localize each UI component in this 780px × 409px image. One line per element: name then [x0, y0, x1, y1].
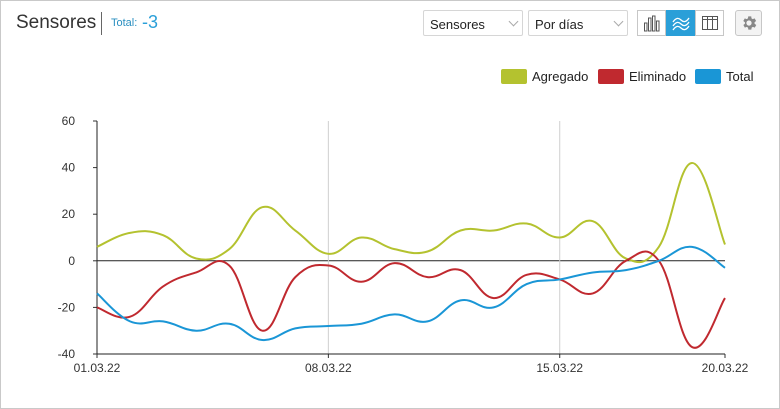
legend-item-total[interactable]: Total: [695, 68, 753, 84]
total-label: Total:: [111, 17, 138, 29]
y-tick-label: 60: [62, 114, 76, 128]
widget-title: Sensores: [16, 12, 97, 33]
table-icon: [701, 16, 718, 30]
legend-swatch: [695, 68, 721, 84]
x-axis: 01.03.22 08.03.22 15.03.22 20.03.22: [74, 353, 749, 375]
period-select[interactable]: Por días: [528, 10, 628, 36]
bar-chart-icon: [643, 15, 659, 32]
x-tick-label: 01.03.22: [74, 361, 121, 375]
legend-swatch: [501, 68, 527, 84]
metric-select-value: Sensores: [430, 17, 485, 32]
y-tick-label: -40: [58, 347, 76, 361]
x-tick-label: 20.03.22: [702, 361, 749, 375]
table-view-button[interactable]: [695, 10, 724, 36]
bar-chart-view-button[interactable]: [637, 10, 666, 36]
legend-label: Agregado: [532, 68, 589, 84]
legend-swatch: [598, 68, 624, 84]
x-tick-label: 15.03.22: [536, 361, 583, 375]
legend-label: Eliminado: [629, 68, 687, 84]
x-tick-label: 08.03.22: [305, 361, 352, 375]
series-line-eliminado[interactable]: [96, 250, 726, 349]
settings-button[interactable]: [735, 10, 762, 36]
y-tick-label: 20: [62, 207, 76, 221]
metric-select[interactable]: Sensores: [423, 10, 523, 36]
legend-item-agregado[interactable]: Agregado: [501, 68, 588, 84]
y-axis: 60 40 20 0 -20 -40: [58, 114, 98, 361]
title-separator: [101, 12, 102, 35]
line-chart-icon: [671, 17, 690, 31]
series-line-total[interactable]: [96, 245, 726, 342]
y-tick-label: 40: [62, 161, 76, 175]
legend-item-eliminado[interactable]: Eliminado: [598, 68, 686, 84]
legend-label: Total: [726, 68, 754, 84]
period-select-value: Por días: [535, 17, 584, 32]
series-line-agregado[interactable]: [96, 161, 726, 264]
line-chart-view-button[interactable]: [666, 10, 695, 36]
y-tick-label: 0: [68, 254, 75, 268]
chart-series: [96, 161, 726, 349]
total-value: -3: [142, 12, 159, 32]
y-tick-label: -20: [58, 300, 76, 314]
gear-icon: [742, 16, 756, 30]
